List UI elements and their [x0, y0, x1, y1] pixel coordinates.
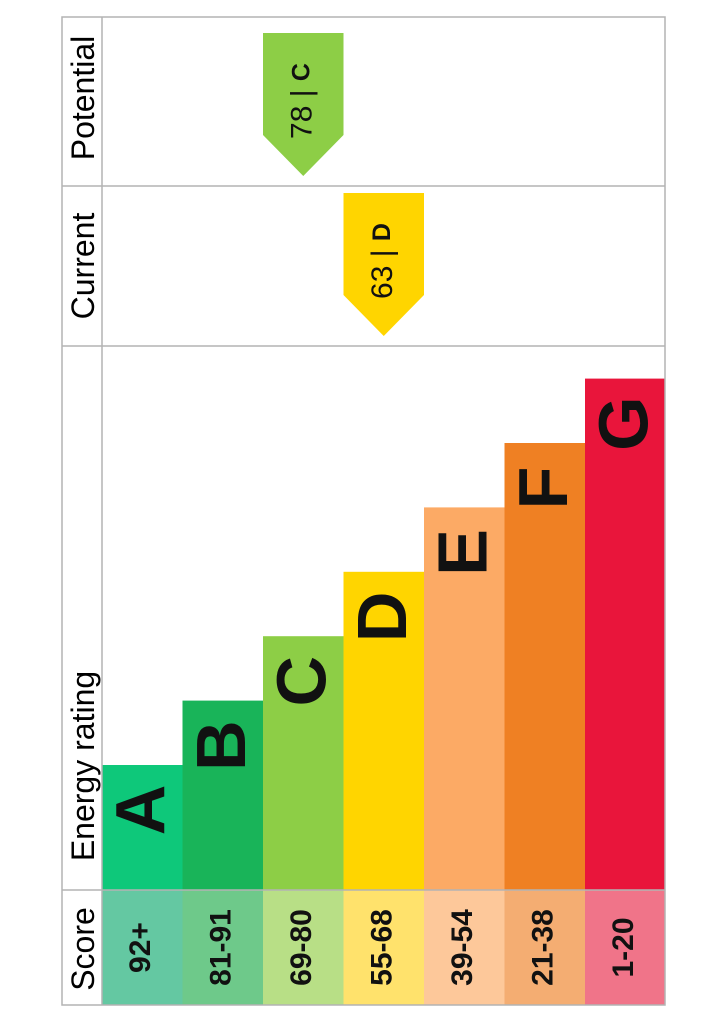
band-a-letter: A — [101, 785, 179, 836]
header-score: Score — [65, 907, 101, 991]
band-e-score-cell — [424, 890, 505, 1005]
band-f-bar — [504, 443, 585, 890]
band-g-score-cell — [585, 890, 666, 1005]
header-energy-rating: Energy rating — [65, 671, 101, 861]
band-c-bar — [263, 636, 344, 890]
header-potential: Potential — [65, 36, 101, 161]
potential-rating-value: 78 | — [285, 81, 318, 139]
chart-frame — [61, 16, 666, 1006]
band-b-score-range: 81-91 — [204, 909, 237, 986]
band-a-score-cell — [102, 890, 183, 1005]
band-b-score-cell — [182, 890, 263, 1005]
band-c-score-range: 69-80 — [285, 909, 318, 986]
band-d-letter: D — [343, 592, 421, 643]
header-current: Current — [65, 213, 101, 320]
potential-rating-band: C — [287, 63, 315, 81]
band-d-bar — [343, 571, 424, 890]
band-c-score-cell — [263, 890, 344, 1005]
band-a-score-range: 92+ — [124, 922, 157, 973]
band-b-bar — [182, 700, 263, 890]
band-f-score-cell — [504, 890, 585, 1005]
band-b-letter: B — [182, 720, 260, 771]
band-e-score-range: 39-54 — [446, 909, 479, 986]
band-e-letter: E — [423, 529, 501, 576]
band-d-score-range: 55-68 — [365, 909, 398, 986]
band-d-score-cell — [343, 890, 424, 1005]
potential-rating-arrow — [263, 33, 344, 176]
current-rating-band: D — [368, 223, 396, 241]
current-rating-label: 63 | D — [365, 223, 398, 299]
band-c-letter: C — [262, 656, 340, 707]
band-e-bar — [424, 507, 505, 890]
potential-rating-text: 78 | C — [285, 63, 318, 139]
current-rating-value: 63 | — [365, 241, 398, 299]
current-rating-text: 63 | D — [365, 223, 398, 299]
potential-rating-label: 78 | C — [285, 63, 318, 139]
band-f-score-range: 21-38 — [526, 909, 559, 986]
current-rating-arrow — [343, 193, 424, 336]
band-f-letter: F — [504, 467, 582, 510]
band-g-score-range: 1-20 — [607, 917, 640, 977]
band-g-letter: G — [584, 396, 662, 450]
band-g-bar — [585, 378, 666, 890]
band-a-bar — [102, 765, 183, 890]
